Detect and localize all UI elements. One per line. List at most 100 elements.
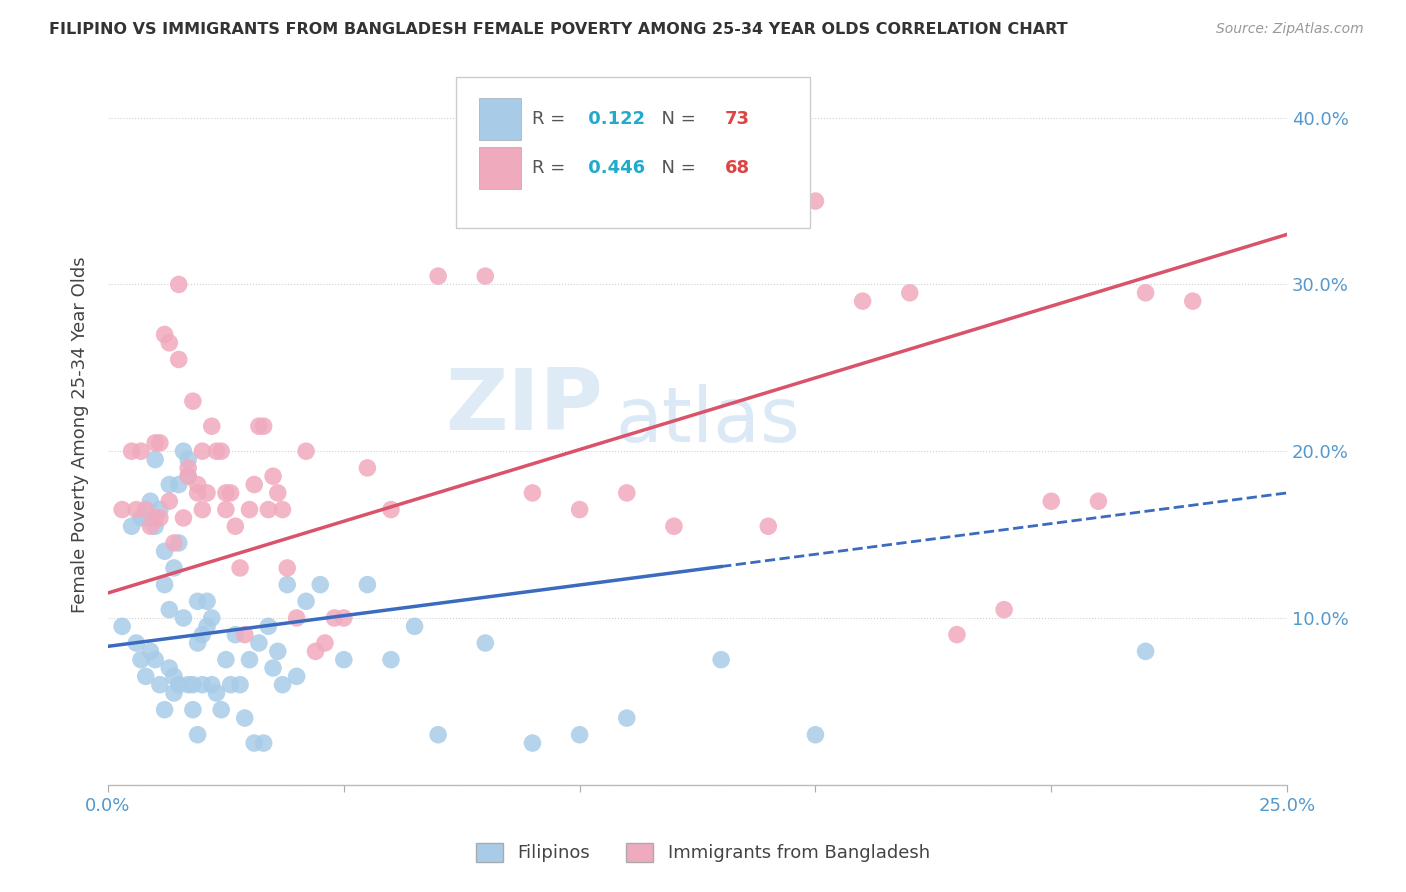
Point [238, 502, 260, 516]
Point [229, 561, 252, 575]
Point [219, 486, 242, 500]
Point [568, 502, 591, 516]
Point [167, 536, 190, 550]
Point [804, 728, 827, 742]
Point [157, 494, 180, 508]
Point [149, 511, 172, 525]
Point [285, 611, 308, 625]
Point [201, 678, 224, 692]
Point [139, 494, 162, 508]
Point [238, 653, 260, 667]
Point [195, 486, 218, 500]
Text: 73: 73 [724, 111, 749, 128]
Point [172, 444, 194, 458]
Point [285, 669, 308, 683]
Point [191, 678, 214, 692]
Point [474, 269, 496, 284]
Legend: Filipinos, Immigrants from Bangladesh: Filipinos, Immigrants from Bangladesh [468, 836, 938, 870]
Point [224, 519, 246, 533]
Point [295, 444, 318, 458]
Point [253, 736, 276, 750]
Point [149, 678, 172, 692]
Text: 0.122: 0.122 [582, 111, 645, 128]
Point [181, 678, 204, 692]
Point [153, 327, 176, 342]
Point [129, 653, 152, 667]
Point [201, 611, 224, 625]
Text: FILIPINO VS IMMIGRANTS FROM BANGLADESH FEMALE POVERTY AMONG 25-34 YEAR OLDS CORR: FILIPINO VS IMMIGRANTS FROM BANGLADESH F… [49, 22, 1067, 37]
Point [125, 502, 148, 516]
Point [209, 444, 232, 458]
FancyBboxPatch shape [479, 98, 520, 140]
Point [295, 594, 318, 608]
Point [143, 519, 166, 533]
Point [191, 444, 214, 458]
Point [427, 728, 450, 742]
Point [257, 502, 280, 516]
Point [129, 511, 152, 525]
Point [262, 661, 284, 675]
Point [187, 636, 209, 650]
Point [1040, 494, 1063, 508]
Point [356, 577, 378, 591]
Point [153, 544, 176, 558]
Point [271, 678, 294, 692]
Point [143, 653, 166, 667]
Point [139, 519, 162, 533]
Point [209, 703, 232, 717]
Point [163, 561, 186, 575]
Point [380, 653, 402, 667]
Point [172, 611, 194, 625]
Point [804, 194, 827, 208]
Point [157, 335, 180, 350]
Point [157, 477, 180, 491]
Text: R =: R = [533, 160, 571, 178]
Point [304, 644, 326, 658]
Point [143, 435, 166, 450]
Point [356, 461, 378, 475]
Point [1181, 294, 1204, 309]
Point [243, 477, 266, 491]
Text: 68: 68 [724, 160, 749, 178]
Point [522, 736, 544, 750]
Point [191, 628, 214, 642]
Point [187, 728, 209, 742]
Text: R =: R = [533, 111, 571, 128]
Point [309, 577, 332, 591]
Point [404, 619, 426, 633]
Point [201, 419, 224, 434]
Point [993, 602, 1015, 616]
FancyBboxPatch shape [456, 78, 810, 227]
Point [177, 469, 200, 483]
Point [267, 644, 290, 658]
Point [177, 469, 200, 483]
Point [271, 502, 294, 516]
Point [139, 644, 162, 658]
Point [121, 519, 143, 533]
Point [333, 653, 356, 667]
Point [662, 519, 685, 533]
Y-axis label: Female Poverty Among 25-34 Year Olds: Female Poverty Among 25-34 Year Olds [72, 256, 89, 613]
Point [157, 661, 180, 675]
Point [111, 619, 134, 633]
Text: atlas: atlas [614, 384, 800, 458]
Point [756, 519, 779, 533]
Point [129, 444, 152, 458]
Point [1135, 644, 1157, 658]
Point [205, 444, 228, 458]
Point [253, 419, 276, 434]
Point [125, 636, 148, 650]
Point [167, 352, 190, 367]
Point [187, 486, 209, 500]
Point [267, 486, 290, 500]
Point [898, 285, 921, 300]
Point [616, 711, 638, 725]
Point [163, 536, 186, 550]
Point [135, 502, 157, 516]
Point [568, 728, 591, 742]
Point [262, 469, 284, 483]
Point [243, 736, 266, 750]
Point [177, 678, 200, 692]
Point [111, 502, 134, 516]
Point [153, 577, 176, 591]
